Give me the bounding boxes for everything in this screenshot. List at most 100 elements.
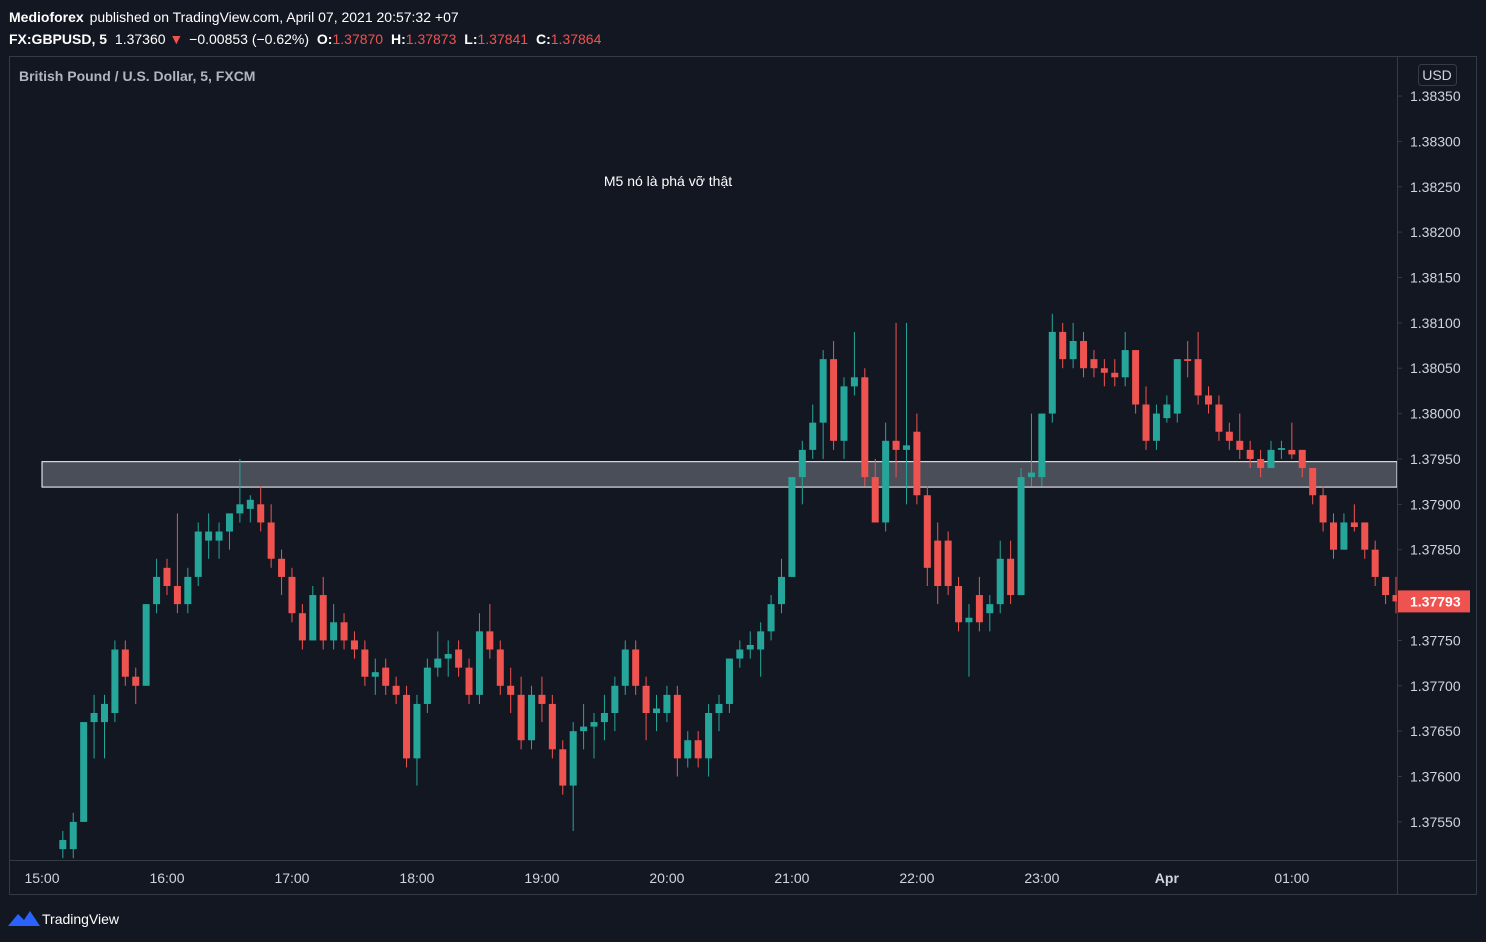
- candle-body: [517, 694, 525, 741]
- candle-body: [944, 540, 952, 586]
- candle-body: [194, 531, 202, 577]
- candle-body: [1048, 331, 1056, 414]
- candle-body: [1007, 558, 1015, 596]
- candle-body: [1361, 522, 1369, 550]
- candle-body: [580, 726, 588, 732]
- candle-body: [955, 585, 963, 623]
- y-tick-label: 1.37600: [1410, 769, 1461, 785]
- candle-body: [59, 840, 67, 850]
- ohlc-label: H:: [391, 31, 406, 47]
- ohlc-value: 1.37870: [332, 31, 383, 47]
- candle-body: [1080, 340, 1088, 369]
- y-tick-label: 1.37850: [1410, 542, 1461, 558]
- footer-logo: TradingView: [8, 911, 120, 927]
- candle-body: [1340, 522, 1348, 550]
- ohlc-label: C:: [536, 31, 551, 47]
- zone-rectangle: [41, 461, 1397, 488]
- candle-body: [996, 558, 1004, 605]
- candle-body: [1319, 495, 1327, 523]
- candle-body: [767, 604, 775, 632]
- price: 1.37360: [115, 31, 166, 47]
- candle-body: [350, 640, 358, 650]
- candle-body: [986, 604, 994, 614]
- last-price-label: 1.37793: [1410, 593, 1461, 609]
- header-line-2: FX:GBPUSD, 5 1.37360 ▼ −0.00853 (−0.62%)…: [9, 31, 602, 47]
- candle-body: [361, 649, 369, 677]
- candle-body: [1059, 331, 1067, 360]
- x-tick-label: 20:00: [649, 870, 684, 886]
- candle-body: [1100, 368, 1108, 373]
- y-tick-label: 1.37950: [1410, 451, 1461, 467]
- axes: 1.37550 1.37600 1.37650 1.37700 1.37750 1.378…: [24, 88, 1470, 886]
- candle-body: [798, 449, 806, 478]
- candle-body: [777, 576, 785, 605]
- currency: USD: [1422, 67, 1452, 83]
- y-tick-label: 1.38150: [1410, 269, 1461, 285]
- candle-body: [423, 667, 431, 704]
- candle-body: [965, 617, 973, 623]
- candle-body: [1382, 576, 1390, 596]
- plot-area: [41, 313, 1397, 859]
- candle-body: [382, 667, 390, 686]
- candle-body: [1277, 448, 1285, 450]
- candle-body: [840, 386, 848, 441]
- logo-icon: [8, 911, 40, 926]
- candle-body: [611, 685, 619, 714]
- currency-box: [1418, 64, 1457, 86]
- y-tick-label: 1.38200: [1410, 224, 1461, 240]
- x-tick-label: 17:00: [274, 870, 309, 886]
- candle-body: [1298, 449, 1306, 469]
- candle-body: [725, 658, 733, 704]
- candle-body: [1267, 449, 1275, 469]
- candle-body: [225, 513, 233, 532]
- candle-body: [1236, 440, 1244, 450]
- ohlc-label: L:: [464, 31, 477, 47]
- candle-body: [371, 672, 379, 677]
- candle-body: [413, 703, 421, 759]
- candle-body: [205, 531, 213, 541]
- candle-body: [236, 504, 244, 514]
- y-tick-label: 1.38250: [1410, 179, 1461, 195]
- ohlc-label: O:: [317, 31, 333, 47]
- candle-body: [715, 703, 723, 714]
- candle-body: [215, 531, 223, 541]
- candle-body: [892, 440, 900, 450]
- candle-body: [1330, 522, 1338, 550]
- candle-body: [1215, 404, 1223, 432]
- candle-body: [1225, 431, 1233, 441]
- candle-body: [1111, 372, 1119, 378]
- candle-body: [392, 685, 400, 695]
- candle-body: [69, 821, 77, 850]
- candle-body: [819, 359, 827, 423]
- candle-body: [538, 694, 546, 704]
- candle-body: [90, 713, 98, 723]
- candle-body: [455, 649, 463, 668]
- candle-body: [111, 649, 119, 714]
- y-tick-label: 1.37900: [1410, 496, 1461, 512]
- candle-body: [694, 740, 702, 759]
- candle-body: [267, 522, 275, 559]
- y-tick-label: 1.38000: [1410, 406, 1461, 422]
- x-tick-label: 01:00: [1274, 870, 1309, 886]
- symbol-legend: British Pound / U.S. Dollar, 5, FXCM: [19, 68, 255, 84]
- candle-body: [528, 694, 536, 741]
- candle-body: [809, 422, 817, 450]
- candle-body: [1392, 595, 1397, 602]
- candle-body: [830, 359, 838, 441]
- candle-body: [475, 631, 483, 695]
- candle-body: [507, 685, 515, 695]
- candle-body: [100, 703, 108, 723]
- author: Medioforex: [9, 9, 84, 25]
- candle-body: [486, 631, 494, 650]
- last-price-box: [1398, 590, 1470, 613]
- candle-body: [902, 445, 910, 450]
- candle-body: [590, 722, 598, 727]
- chart-frame: [9, 56, 1477, 895]
- change: −0.00853 (−0.62%): [189, 31, 309, 47]
- candle-body: [153, 576, 161, 605]
- arrow: ▼: [169, 31, 183, 47]
- ohlc-value: 1.37864: [551, 31, 602, 47]
- candle-body: [1017, 477, 1025, 596]
- annotation: M5 nó là phá vỡ thật: [604, 173, 732, 189]
